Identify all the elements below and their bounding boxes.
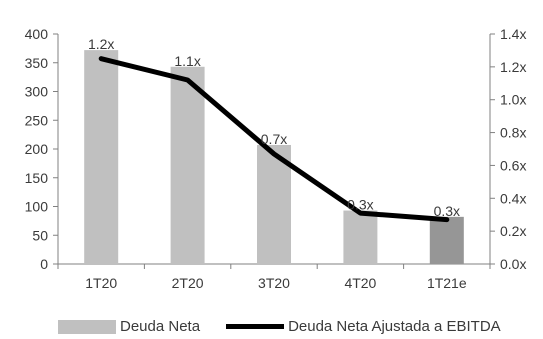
legend-swatch-deuda-ebitda: [226, 324, 285, 329]
x-tick-label: 2T20: [172, 275, 204, 291]
data-label: 1.1x: [174, 53, 200, 69]
x-tick-label: 1T21e: [427, 275, 467, 291]
right-tick-label: 0.0x: [500, 256, 526, 272]
x-tick-label: 4T20: [344, 275, 376, 291]
bar-deuda-neta: [429, 216, 464, 264]
data-label: 0.7x: [261, 131, 287, 147]
line-deuda-ebitda: [98, 56, 450, 223]
left-tick-label: 250: [25, 112, 49, 128]
left-tick-label: 350: [25, 55, 49, 71]
bar-deuda-neta: [343, 210, 378, 264]
right-tick-label: 0.8x: [500, 125, 526, 141]
left-tick-label: 200: [25, 141, 49, 157]
right-tick-label: 0.6x: [500, 157, 526, 173]
left-tick-label: 300: [25, 84, 49, 100]
legend-label-deuda-neta: Deuda Neta: [120, 318, 201, 335]
left-tick-label: 50: [32, 227, 48, 243]
data-label: 0.3x: [347, 197, 373, 213]
legend: Deuda Neta Deuda Neta Ajustada a EBITDA: [58, 318, 501, 335]
left-tick-label: 400: [25, 26, 49, 42]
data-label: 1.2x: [88, 36, 114, 52]
left-tick-label: 150: [25, 170, 49, 186]
bar-deuda-neta: [170, 66, 205, 265]
data-label: 0.3x: [434, 203, 460, 219]
left-tick-label: 0: [40, 256, 48, 272]
bar-deuda-neta: [257, 144, 291, 264]
x-tick-label: 3T20: [258, 275, 290, 291]
legend-swatch-deuda-neta: [58, 319, 116, 334]
right-tick-label: 0.4x: [500, 190, 526, 206]
right-tick-label: 1.0x: [500, 92, 526, 108]
x-tick-label: 1T20: [85, 275, 117, 291]
bar-deuda-neta: [84, 50, 119, 264]
chart: 0 50 100 150 200 250 300 350 400 0.0x 0.2x 0.4x 0.6x…: [25, 26, 527, 291]
right-tick-label: 1.2x: [500, 59, 526, 75]
left-tick-label: 100: [25, 199, 49, 215]
right-tick-label: 1.4x: [500, 26, 526, 42]
right-tick-label: 0.2x: [500, 223, 526, 239]
legend-label-deuda-ebitda: Deuda Neta Ajustada a EBITDA: [288, 318, 501, 335]
